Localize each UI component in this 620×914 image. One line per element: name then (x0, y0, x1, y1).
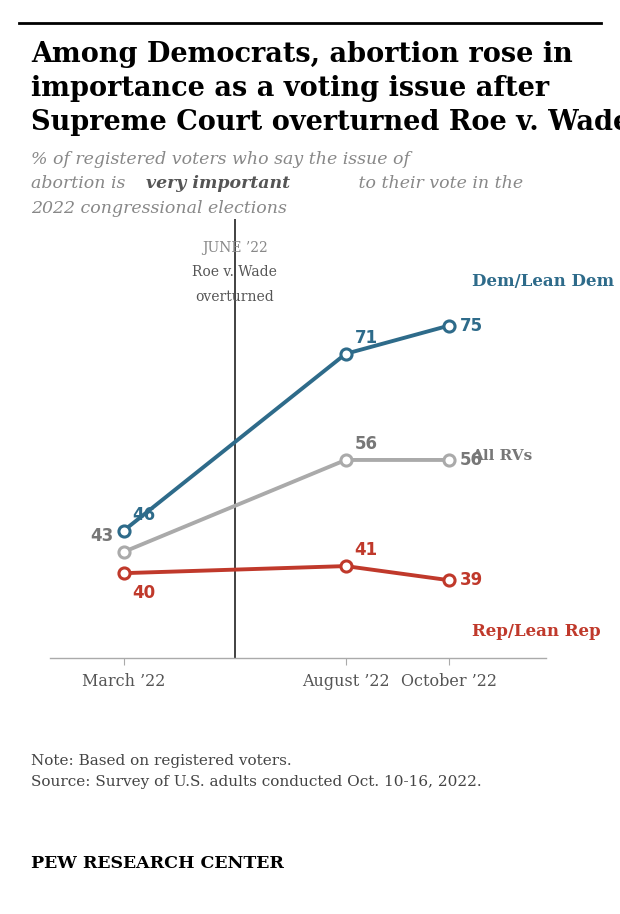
Text: 2022 congressional elections: 2022 congressional elections (31, 200, 287, 218)
Text: 75: 75 (459, 316, 483, 335)
Text: Rep/Lean Rep: Rep/Lean Rep (472, 622, 600, 640)
Text: 71: 71 (355, 329, 378, 346)
Text: Note: Based on registered voters.
Source: Survey of U.S. adults conducted Oct. 1: Note: Based on registered voters. Source… (31, 754, 482, 789)
Text: 40: 40 (133, 584, 156, 601)
Text: abortion is: abortion is (31, 175, 131, 193)
Text: All RVs: All RVs (472, 450, 533, 463)
Text: 56: 56 (355, 435, 378, 452)
Text: PEW RESEARCH CENTER: PEW RESEARCH CENTER (31, 855, 284, 872)
Text: Dem/Lean Dem: Dem/Lean Dem (472, 273, 614, 290)
Text: Supreme Court overturned Roe v. Wade: Supreme Court overturned Roe v. Wade (31, 109, 620, 136)
Text: very important: very important (146, 175, 290, 193)
Text: JUNE ’22: JUNE ’22 (202, 240, 268, 255)
Text: overturned: overturned (195, 290, 274, 304)
Text: importance as a voting issue after: importance as a voting issue after (31, 75, 549, 102)
Text: 39: 39 (459, 571, 483, 590)
Text: 41: 41 (355, 541, 378, 559)
Text: 43: 43 (90, 526, 113, 545)
Text: 56: 56 (459, 451, 483, 469)
Text: Roe v. Wade: Roe v. Wade (192, 265, 277, 280)
Text: Among Democrats, abortion rose in: Among Democrats, abortion rose in (31, 41, 573, 69)
Text: to their vote in the: to their vote in the (353, 175, 523, 193)
Text: % of registered voters who say the issue of: % of registered voters who say the issue… (31, 151, 410, 168)
Text: 46: 46 (133, 505, 156, 524)
